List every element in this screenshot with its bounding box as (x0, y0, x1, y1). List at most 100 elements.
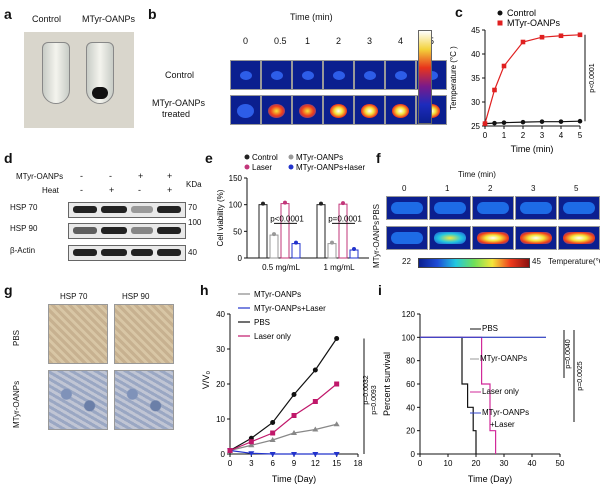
data-point (312, 367, 318, 373)
d-sign-heat: - (138, 185, 141, 195)
legend-label: PBS (482, 324, 498, 333)
chart-e: 0 50 100 150 0.5 mg/mL p<0.0001 1 mg/mL p=0.000… (216, 153, 369, 272)
f-row-mtyr: MTyr-OANPs (372, 220, 381, 268)
bar (291, 243, 301, 259)
hotspot (361, 104, 378, 118)
micrograph-pbs-hsp70 (48, 304, 108, 364)
b-row-mtyr: MTyr-OANPs (152, 98, 205, 108)
thermal-cell-mtyr (515, 226, 557, 250)
data-point (333, 452, 340, 457)
hotspot (395, 71, 407, 80)
x-tick-label: 15 (332, 459, 341, 468)
b-time-label: 3 (367, 36, 373, 46)
y-tick-label: 40 (216, 310, 225, 319)
tube-photo (24, 32, 134, 128)
y-tick-label: 20 (216, 380, 225, 389)
data-point (291, 413, 297, 418)
bar-dot (341, 201, 345, 206)
thermal-cell-mtyr (261, 95, 292, 125)
pvalue: p=0.0040 (565, 339, 572, 368)
x-tick-label: 0 (418, 459, 423, 468)
data-point (312, 399, 318, 404)
panel-letter-e: e (205, 150, 213, 166)
g-row-pbs: PBS (12, 329, 21, 346)
mouse-shape (563, 232, 595, 244)
thermal-cell-pbs (429, 196, 471, 220)
thermal-cell-mtyr (386, 226, 428, 250)
y-tick-label: 35 (471, 74, 480, 83)
thermal-cell-mtyr (230, 95, 261, 125)
series-line (484, 34, 581, 124)
legend-marker (497, 10, 503, 16)
pvalue: p<0.0001 (270, 214, 304, 223)
g-row-mtyr: MTyr-OANPs (12, 380, 21, 428)
legend-label: +Laser (490, 420, 515, 429)
bar (316, 204, 326, 259)
panel-letter-h: h (200, 282, 209, 298)
blot-actin (68, 245, 186, 261)
legend-label: Laser only (482, 387, 519, 396)
data-point (492, 120, 497, 126)
legend-label: MTyr-OANPs+Laser (254, 304, 326, 313)
mouse-shape (434, 202, 466, 214)
pvalue: p=0.0093 (371, 385, 378, 414)
bar (349, 249, 359, 259)
f-scale-min: 22 (402, 257, 411, 266)
g-col-hsp70: HSP 70 (60, 292, 88, 301)
thermal-cell-control (230, 60, 261, 90)
y-tick-label: 25 (471, 122, 480, 131)
x-tick-label: 3 (249, 459, 254, 468)
y-tick-label: 150 (229, 174, 243, 183)
y-tick-label: 60 (406, 380, 415, 389)
bar-dot (319, 201, 323, 206)
hotspot (299, 104, 316, 118)
data-point (558, 119, 564, 124)
panel-letter-b: b (148, 6, 157, 22)
pvalue: p=0.0001 (328, 214, 362, 223)
x-axis-label: Time (min) (511, 144, 554, 154)
data-point (291, 430, 297, 435)
thermal-cell-mtyr (472, 226, 514, 250)
hotspot (240, 71, 252, 80)
x-tick-label: 18 (354, 459, 363, 468)
label-mtyr: MTyr-OANPs (82, 14, 135, 24)
x-tick-label: 5 (578, 131, 583, 140)
data-point (539, 34, 545, 40)
data-point (334, 381, 340, 387)
x-tick-label: 4 (559, 131, 564, 140)
y-tick-label: 50 (233, 227, 242, 236)
x-tick-label: 12 (311, 459, 320, 468)
y-tick-label: 0 (411, 450, 416, 459)
g-col-hsp90: HSP 90 (122, 292, 150, 301)
x-tick-label: 0 (483, 131, 488, 140)
x-tick-label: 3 (540, 131, 545, 140)
thermal-cell-control (323, 60, 354, 90)
thermal-cell-control (354, 60, 385, 90)
bar-dot (330, 240, 334, 245)
mouse-shape (563, 202, 595, 214)
b-time-label: 4 (398, 36, 404, 46)
data-point (291, 452, 297, 457)
thermal-cell-mtyr (558, 226, 600, 250)
legend-marker (244, 164, 250, 170)
legend-label: MTyr-OANPs (254, 290, 301, 299)
thermal-cell-mtyr (385, 95, 416, 125)
series-line (229, 338, 338, 452)
x-tick-label: 9 (292, 459, 297, 468)
thermal-cell-control (292, 60, 323, 90)
d-marker-70: 70 (188, 203, 197, 212)
data-point (291, 392, 297, 397)
data-point (312, 452, 319, 457)
x-tick-label: 0 (228, 459, 233, 468)
d-header-heat: Heat (42, 186, 59, 195)
data-point (269, 437, 276, 442)
legend-marker (497, 20, 503, 26)
x-tick-label: 10 (444, 459, 453, 468)
y-tick-label: 10 (216, 415, 225, 424)
d-sign-heat: - (80, 185, 83, 195)
f-time-label: 2 (488, 184, 493, 193)
x-tick-label: 40 (528, 459, 537, 468)
micrograph-mtyr-hsp70 (48, 370, 108, 430)
micrograph-pbs-hsp90 (114, 304, 174, 364)
